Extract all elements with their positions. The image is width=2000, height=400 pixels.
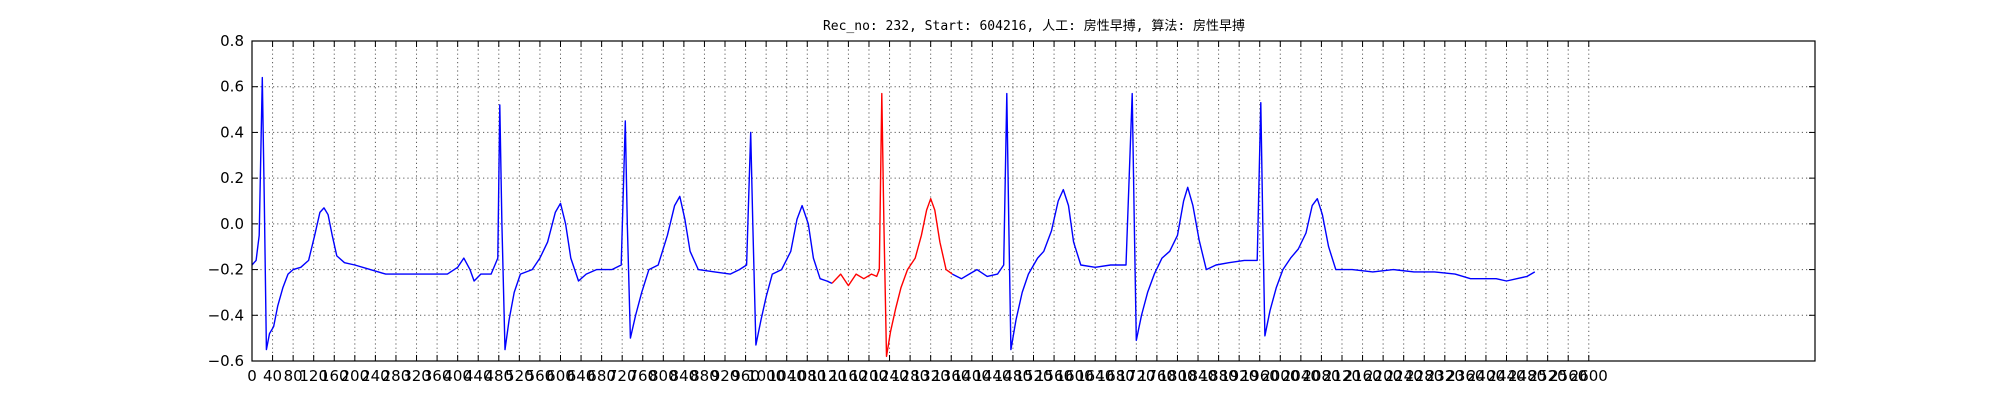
x-tick-label: 640 [567, 367, 596, 385]
x-tick-label: 440 [464, 367, 493, 385]
x-tick-label: 1360 [932, 367, 970, 385]
x-tick-label: 1040 [768, 367, 806, 385]
grid [251, 40, 1815, 362]
x-tick-label: 280 [382, 367, 411, 385]
x-tick-label: 1840 [1179, 367, 1217, 385]
x-tick-label: 1800 [1158, 367, 1196, 385]
x-tick-label: 680 [587, 367, 616, 385]
x-tick-label: 1960 [1241, 367, 1279, 385]
x-tick-label: 2400 [1467, 367, 1505, 385]
x-tick-label: 760 [628, 367, 657, 385]
ecg-trace-segment-3 [951, 92, 1536, 351]
x-tick-label: 2000 [1261, 367, 1299, 385]
x-tick-label: 240 [361, 367, 390, 385]
x-tick-label: 1120 [809, 367, 847, 385]
x-tick-label: 120 [299, 367, 328, 385]
x-tick-label: 1080 [788, 367, 826, 385]
x-tick-label: 2200 [1364, 367, 1402, 385]
x-tick-label: 1520 [1014, 367, 1052, 385]
x-tick-label: 1320 [912, 367, 950, 385]
x-tick-label: 1240 [870, 367, 908, 385]
ecg-trace-segment-1 [251, 76, 833, 351]
x-tick-label: 1000 [747, 367, 785, 385]
x-tick-label: 2600 [1570, 367, 1608, 385]
x-tick-label: 720 [608, 367, 637, 385]
y-tick-label: 0.6 [220, 78, 244, 96]
y-tick-label: −0.2 [208, 261, 244, 279]
x-tick-label: 2120 [1323, 367, 1361, 385]
x-tick-label: 0 [247, 367, 257, 385]
x-tick-label: 1280 [891, 367, 929, 385]
x-tick-label: 960 [731, 367, 760, 385]
x-tick-label: 1200 [850, 367, 888, 385]
x-tick-label: 1400 [953, 367, 991, 385]
traces [251, 76, 1536, 358]
y-tick-label: 0.2 [220, 169, 244, 187]
x-tick-label: 160 [320, 367, 349, 385]
x-tick-label: 320 [402, 367, 431, 385]
x-tick-label: 2080 [1302, 367, 1340, 385]
x-tick-label: 2040 [1282, 367, 1320, 385]
ecg-trace-segment-2 [831, 92, 953, 358]
x-tick-label: 2520 [1529, 367, 1567, 385]
x-tick-label: 1680 [1097, 367, 1135, 385]
y-tick-label: 0.0 [220, 215, 244, 233]
x-tick-label: 2280 [1405, 367, 1443, 385]
x-tick-label: 1920 [1220, 367, 1258, 385]
x-tick-label: 1160 [829, 367, 867, 385]
x-tick-label: 1480 [994, 367, 1032, 385]
y-axis-ticks: −0.6 −0.4 −0.2 0.0 0.2 0.4 0.6 0.8 [208, 32, 1815, 370]
y-tick-label: 0.4 [220, 123, 244, 141]
x-tick-label: 600 [546, 367, 575, 385]
x-tick-label: 1600 [1056, 367, 1094, 385]
x-tick-label: 920 [711, 367, 740, 385]
x-tick-label: 40 [263, 367, 282, 385]
x-tick-label: 520 [505, 367, 534, 385]
x-tick-label: 1720 [1117, 367, 1155, 385]
x-tick-label: 80 [284, 367, 303, 385]
x-tick-label: 2240 [1385, 367, 1423, 385]
x-tick-label: 1760 [1138, 367, 1176, 385]
x-tick-label: 1440 [973, 367, 1011, 385]
x-tick-label: 2320 [1426, 367, 1464, 385]
x-tick-label: 2560 [1549, 367, 1587, 385]
x-tick-label: 1880 [1199, 367, 1237, 385]
x-tick-label: 840 [670, 367, 699, 385]
x-tick-label: 480 [484, 367, 513, 385]
chart-title: Rec_no: 232, Start: 604216, 人工: 房性早搏, 算法… [823, 18, 1245, 34]
x-tick-label: 1560 [1035, 367, 1073, 385]
x-tick-label: 400 [443, 367, 472, 385]
x-tick-label: 800 [649, 367, 678, 385]
x-tick-label: 2480 [1508, 367, 1546, 385]
x-tick-label: 360 [423, 367, 452, 385]
x-tick-label: 1640 [1076, 367, 1114, 385]
x-tick-label: 200 [341, 367, 370, 385]
y-tick-label: −0.4 [208, 306, 244, 324]
y-tick-label: −0.6 [208, 352, 244, 370]
x-tick-label: 880 [690, 367, 719, 385]
x-tick-label: 2160 [1343, 367, 1381, 385]
x-tick-label: 2440 [1487, 367, 1525, 385]
x-tick-label: 560 [526, 367, 555, 385]
x-axis-ticks: 0 40 8012016020024028032036040044048052056… [247, 41, 1608, 385]
y-tick-label: 0.8 [220, 32, 244, 50]
x-tick-label: 2360 [1446, 367, 1484, 385]
